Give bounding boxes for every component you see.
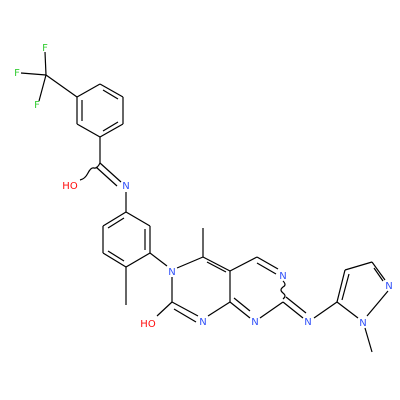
atom-label: F bbox=[34, 100, 40, 111]
atom-label: N bbox=[279, 271, 286, 282]
atom-label: N bbox=[122, 181, 129, 192]
atom-label: N bbox=[385, 281, 392, 292]
bonds bbox=[20, 51, 389, 353]
atom-label: HO bbox=[140, 319, 156, 330]
atom-label: F bbox=[14, 68, 20, 79]
atom-label: N bbox=[168, 267, 175, 278]
atom-labels: F F F HO N N N HO N N N N N bbox=[14, 43, 393, 330]
atom-label: F bbox=[42, 43, 48, 54]
atom-label: HO bbox=[62, 181, 78, 192]
atom-label: N bbox=[359, 318, 366, 329]
atom-label: N bbox=[304, 317, 311, 328]
atom-label: N bbox=[199, 317, 206, 328]
atom-label: N bbox=[251, 317, 258, 328]
